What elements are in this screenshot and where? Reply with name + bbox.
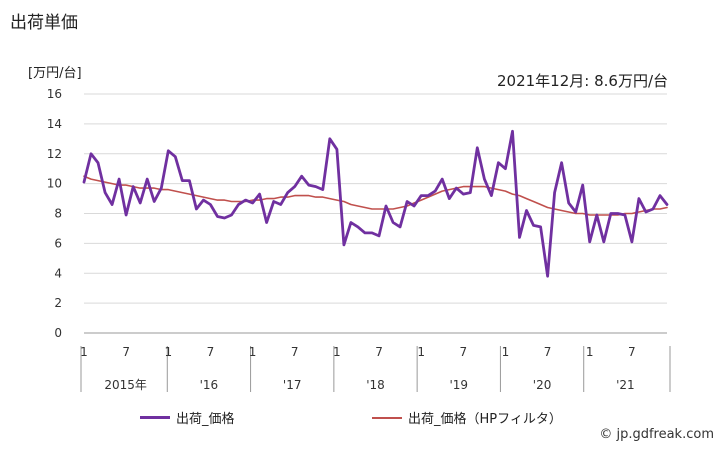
- x-tick-label-year: '19: [449, 378, 468, 392]
- y-tick-label-0: 0: [54, 326, 62, 340]
- x-tick-label-month: 1: [80, 345, 88, 359]
- x-tick-label-month: 1: [502, 345, 510, 359]
- legend-item-trend: 出荷_価格（HPフィルタ）: [372, 408, 562, 427]
- x-tick-label-month: 7: [207, 345, 215, 359]
- legend-label-trend: 出荷_価格（HPフィルタ）: [408, 412, 562, 427]
- y-tick-labels: 0 2 4 6 8 10 12 14 16: [47, 87, 62, 340]
- x-tick-label-month: 7: [375, 345, 383, 359]
- series-line-trend: [83, 175, 668, 216]
- x-tick-label-month: 7: [628, 345, 636, 359]
- x-tick-label-year: '18: [366, 378, 385, 392]
- y-tick-label-4: 4: [54, 266, 62, 280]
- y-tick-label-12: 12: [47, 147, 62, 161]
- x-tick-labels: 1 7 1 7 1 7 1 7 1 7 1 7 1 7 2015年 '16 '17 '18 '19 '20 '21: [80, 345, 636, 392]
- legend-swatch-price: [140, 416, 170, 419]
- x-tick-label-month: 7: [122, 345, 130, 359]
- legend-label-price: 出荷_価格: [176, 412, 235, 427]
- x-tick-label-month: 7: [544, 345, 552, 359]
- y-tick-label-14: 14: [47, 117, 62, 131]
- x-tick-label-year: '21: [616, 378, 635, 392]
- x-tick-label-month: 1: [249, 345, 257, 359]
- x-tick-label-year: '17: [283, 378, 302, 392]
- legend-swatch-trend: [372, 416, 402, 419]
- grid-lines: [84, 93, 667, 304]
- x-tick-label-month: 1: [333, 345, 341, 359]
- y-tick-label-6: 6: [54, 236, 62, 250]
- y-tick-label-16: 16: [47, 87, 62, 101]
- y-tick-label-2: 2: [54, 296, 62, 310]
- series-lines: [82, 129, 669, 278]
- x-tick-label-month: 7: [459, 345, 467, 359]
- x-tick-label-month: 1: [164, 345, 172, 359]
- axes: [80, 332, 671, 392]
- x-tick-label-month: 1: [586, 345, 594, 359]
- latest-value-note: 2021年12月: 8.6万円/台: [497, 72, 668, 90]
- y-axis-unit-label: [万円/台]: [28, 66, 82, 81]
- x-tick-label-year: 2015年: [104, 378, 147, 392]
- source-credit: © jp.gdfreak.com: [599, 427, 714, 442]
- x-tick-label-year: '16: [200, 378, 219, 392]
- chart-title: 出荷単価: [10, 13, 78, 33]
- x-tick-label-year: '20: [533, 378, 552, 392]
- series-line-price: [82, 129, 669, 278]
- x-tick-label-month: 7: [291, 345, 299, 359]
- x-tick-label-month: 1: [417, 345, 425, 359]
- legend-item-price: 出荷_価格: [140, 408, 235, 427]
- y-tick-label-10: 10: [47, 177, 62, 191]
- y-tick-label-8: 8: [54, 207, 62, 221]
